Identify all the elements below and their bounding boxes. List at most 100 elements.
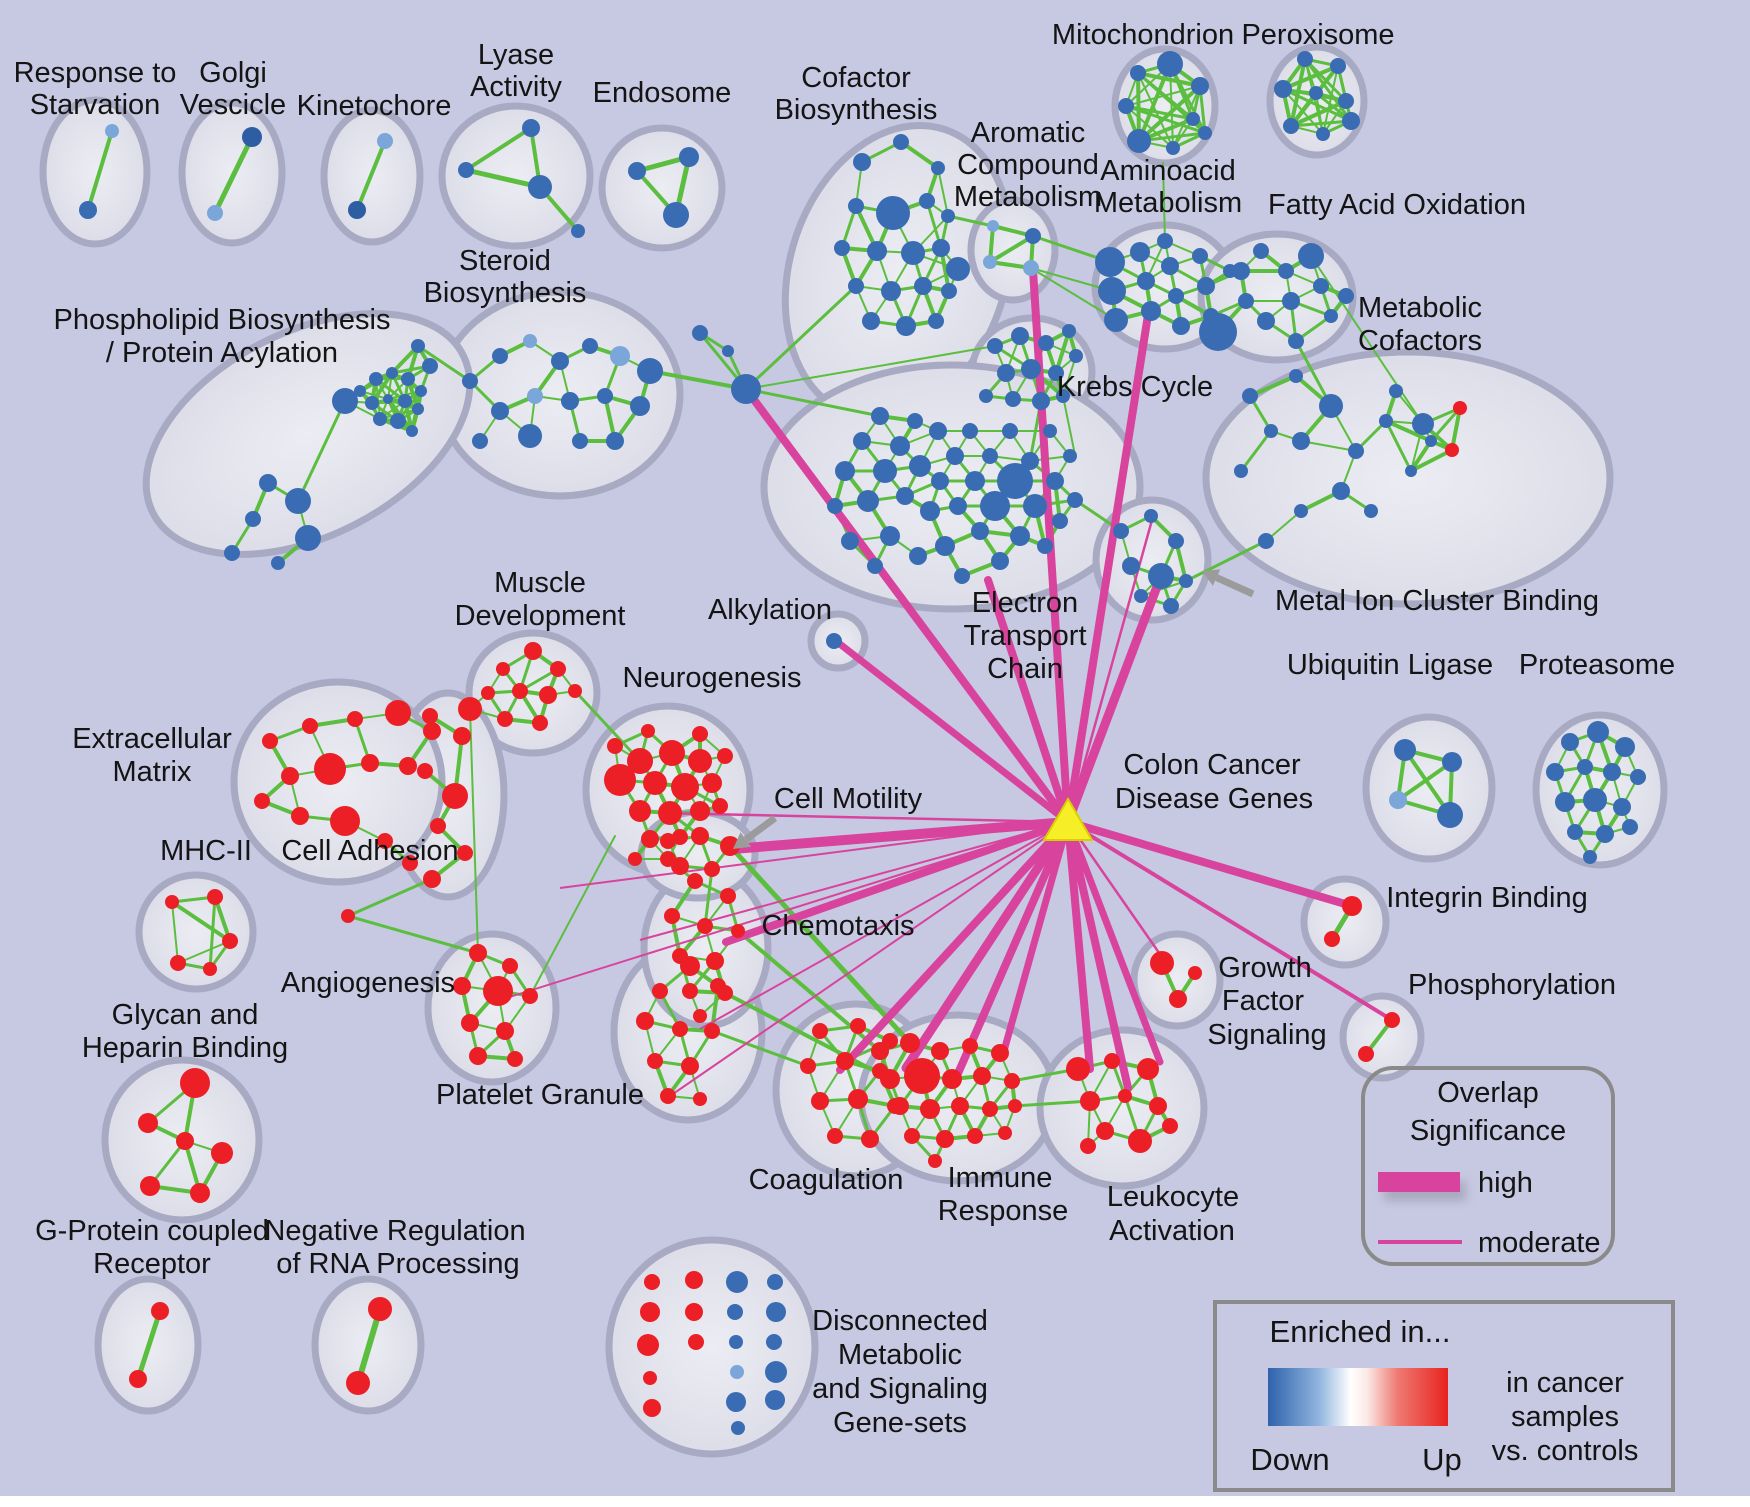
- overlap-edge-high: [1064, 818, 1356, 910]
- gene-set-node: [207, 205, 223, 221]
- gene-set-node: [980, 491, 1010, 521]
- gene-set-node: [971, 522, 989, 540]
- gene-set-node: [901, 241, 925, 265]
- gene-set-node: [1023, 260, 1039, 276]
- cluster-label-cell-motility: Cell Motility: [774, 783, 923, 815]
- gene-set-node: [931, 161, 945, 175]
- cluster-label-peroxisome: Peroxisome: [1241, 19, 1394, 51]
- gene-set-node: [1150, 951, 1174, 975]
- gene-set-node: [1080, 1138, 1096, 1154]
- gene-set-node: [1095, 247, 1125, 277]
- cluster-label-electron-transport-chain: Chain: [987, 653, 1063, 685]
- gene-set-node: [983, 255, 997, 269]
- gene-set-node: [727, 1304, 743, 1320]
- inter-cluster-edge: [744, 284, 858, 391]
- gene-set-node: [850, 1018, 866, 1034]
- gene-set-node: [417, 763, 433, 779]
- gene-set-node: [406, 425, 418, 437]
- gene-set-node: [991, 552, 1009, 570]
- gene-set-node: [469, 944, 487, 962]
- gene-set-node: [965, 471, 985, 491]
- inter-cluster-edge: [469, 708, 479, 954]
- gene-set-node: [702, 773, 722, 793]
- gene-set-edge: [937, 167, 949, 217]
- gene-set-node: [347, 711, 363, 727]
- gene-set-node: [492, 348, 508, 364]
- inter-cluster-edge: [416, 344, 472, 383]
- gene-set-node: [685, 1271, 703, 1289]
- gene-set-node: [691, 827, 709, 845]
- inter-cluster-edge: [346, 877, 434, 918]
- gene-set-node: [928, 1154, 942, 1168]
- gene-set-node: [1046, 472, 1064, 490]
- gene-set-node: [979, 389, 993, 403]
- gene-set-node: [1199, 313, 1237, 351]
- gene-set-node: [1080, 1091, 1100, 1111]
- gene-set-node: [1274, 80, 1292, 98]
- gene-set-edge: [135, 1308, 163, 1382]
- inter-cluster-edge: [1013, 1099, 1092, 1108]
- gene-set-node: [568, 684, 582, 698]
- gene-set-node: [453, 977, 471, 995]
- gene-set-node: [827, 498, 843, 514]
- gene-set-nodes: [79, 51, 1646, 1435]
- gene-set-node: [1342, 896, 1362, 916]
- enriched-legend-title: Enriched in...: [1270, 1314, 1451, 1349]
- cluster-label-lyase-activity: Activity: [470, 71, 562, 103]
- gene-set-node: [672, 948, 688, 964]
- gene-set-node: [867, 241, 887, 261]
- gene-set-node: [207, 889, 223, 905]
- gene-set-node: [1163, 598, 1179, 614]
- gene-set-node: [1008, 1099, 1022, 1113]
- gene-set-node: [1172, 317, 1190, 335]
- gene-set-node: [636, 1012, 654, 1030]
- gene-set-node: [826, 633, 842, 649]
- gene-set-node: [458, 697, 482, 721]
- gene-set-edge: [177, 940, 231, 964]
- gene-set-node: [1197, 277, 1215, 295]
- gene-set-node: [1405, 465, 1417, 477]
- gene-set-node: [767, 1274, 783, 1290]
- gene-set-node: [522, 119, 540, 137]
- gene-set-node: [628, 852, 642, 866]
- gene-set-edge: [212, 134, 255, 216]
- gene-set-node: [644, 1274, 660, 1290]
- gene-set-node: [1297, 51, 1313, 67]
- cluster-label-steroid-biosynthesis: Biosynthesis: [424, 277, 587, 309]
- cluster-label-immune-response: Response: [938, 1195, 1069, 1227]
- gene-set-node: [628, 162, 646, 180]
- gene-set-node: [1242, 388, 1258, 404]
- gene-set-node: [507, 1051, 523, 1067]
- gene-set-edge: [1384, 419, 1433, 443]
- gene-set-node: [401, 372, 415, 386]
- gene-set-edge: [1281, 64, 1340, 91]
- gene-set-node: [469, 1047, 487, 1065]
- gene-set-node: [377, 833, 393, 849]
- gene-set-node: [1389, 384, 1403, 398]
- gene-set-node: [904, 1128, 920, 1144]
- gene-set-node: [528, 175, 552, 199]
- gene-set-node: [1002, 423, 1018, 439]
- cluster-label-disconnected-gene-sets: and Signaling: [812, 1373, 988, 1405]
- gene-set-node: [1048, 365, 1064, 381]
- gene-set-node: [399, 757, 417, 775]
- cluster-label-chemotaxis: Chemotaxis: [761, 910, 914, 942]
- gene-set-node: [800, 1058, 816, 1074]
- gene-set-node: [1134, 589, 1148, 603]
- gene-set-node: [1157, 233, 1173, 249]
- gene-set-node: [643, 771, 667, 795]
- overlap-edge-moderate: [659, 811, 1069, 824]
- gene-set-node: [462, 373, 478, 389]
- gene-set-node: [1283, 118, 1299, 134]
- cluster-label-golgi-vescicle: Vescicle: [180, 89, 286, 121]
- gene-set-node: [1319, 394, 1343, 418]
- gene-set-node: [1232, 262, 1250, 280]
- overlap-edge-high: [952, 818, 1072, 1082]
- gene-set-node: [1128, 1129, 1152, 1153]
- gene-set-node: [640, 1302, 660, 1322]
- gene-set-node: [962, 1038, 978, 1054]
- gene-set-node: [295, 525, 321, 551]
- cluster-label-electron-transport-chain: Transport: [963, 620, 1086, 652]
